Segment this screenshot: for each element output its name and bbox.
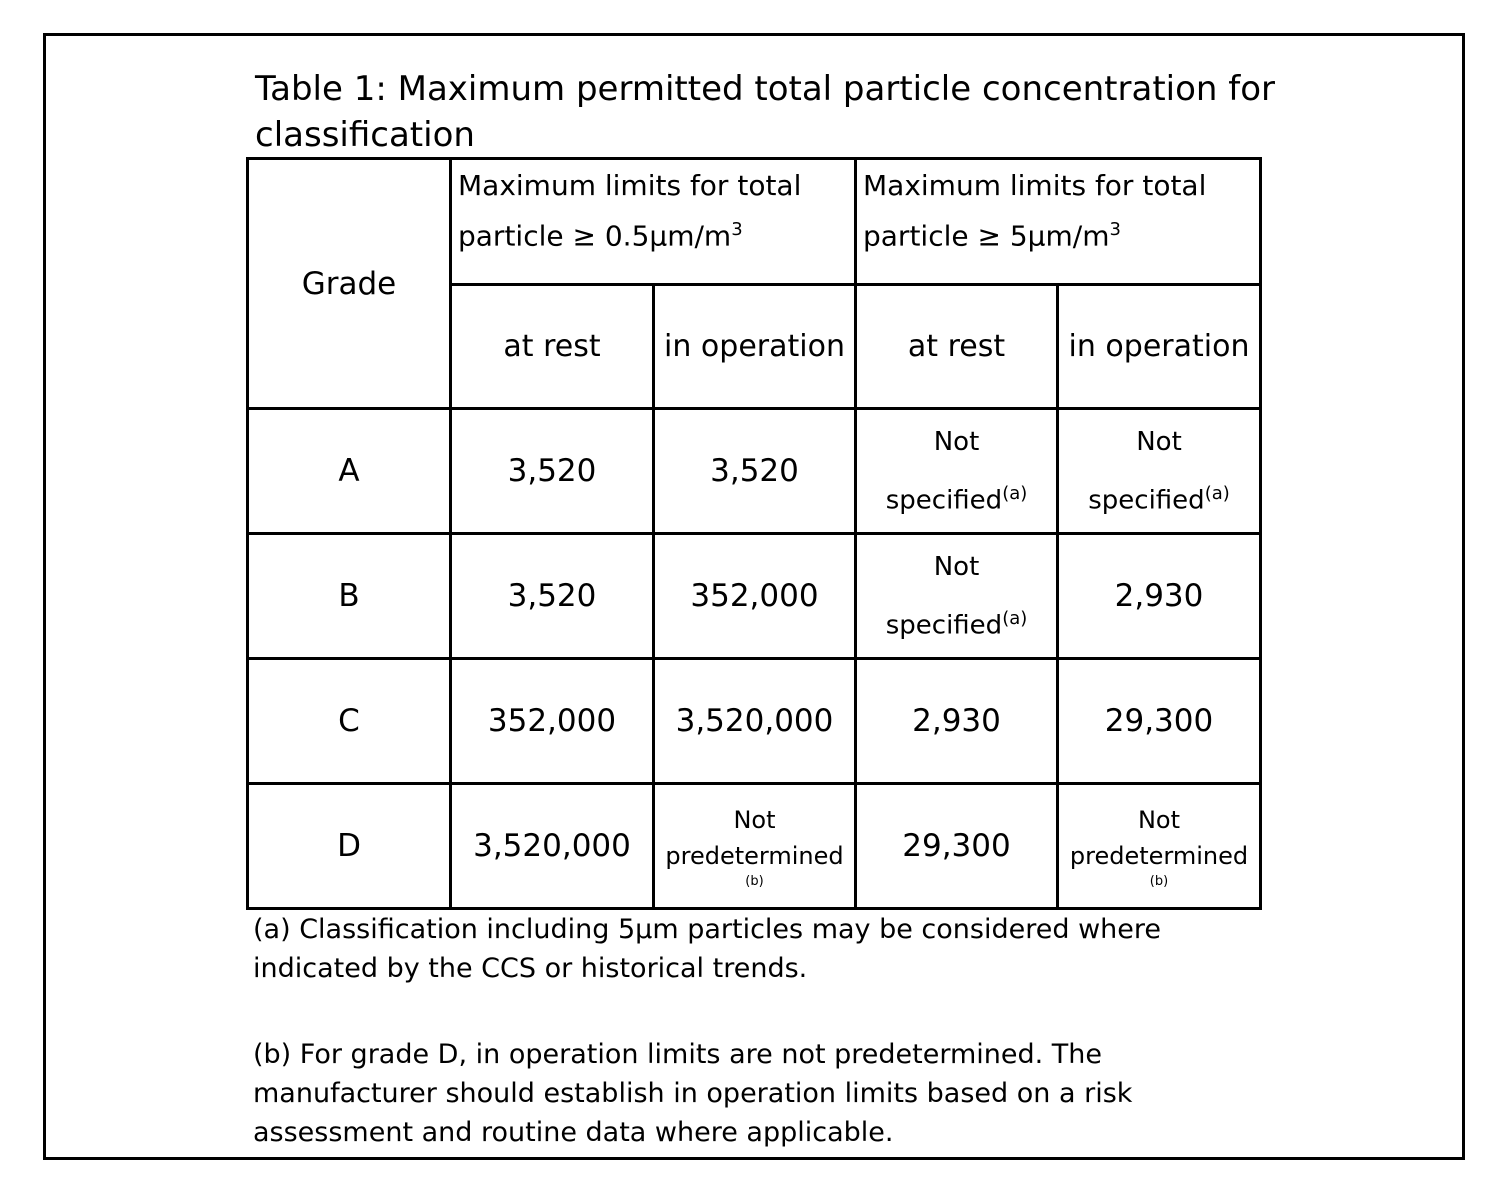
- table-row: C 352,000 3,520,000 2,930 29,300: [246, 657, 1262, 785]
- sub-header: at rest: [449, 283, 655, 410]
- cell-text: Not: [933, 426, 980, 457]
- value-cell: Not specified(a): [854, 532, 1059, 660]
- footnote-b: (b) For grade D, in operation limits are…: [253, 1039, 1133, 1148]
- footnote-ref: (b): [1149, 874, 1169, 889]
- table-row: B 3,520 352,000 Not specified(a) 2,930: [246, 532, 1262, 660]
- cell-text: specified: [885, 485, 1003, 516]
- value-cell: Not specified(a): [1056, 407, 1262, 535]
- grade-cell: B: [246, 532, 452, 660]
- value-cell: 2,930: [854, 657, 1059, 785]
- value-cell: 2,930: [1056, 532, 1262, 660]
- particle-limits-table: Grade Maximum limits for total particle …: [246, 157, 1262, 910]
- value-cell: 3,520: [449, 532, 655, 660]
- table-row: D 3,520,000 Not predetermined (b) 29,300 Not pr…: [246, 782, 1262, 910]
- grade-header: Grade: [246, 157, 452, 410]
- value-cell: 352,000: [652, 532, 857, 660]
- value-cell: Not predetermined (b): [652, 782, 857, 910]
- cell-text: Not: [1137, 806, 1181, 834]
- value-cell: 352,000: [449, 657, 655, 785]
- cell-text: specified: [885, 610, 1003, 641]
- cell-text: Not: [933, 551, 980, 582]
- sub-header: at rest: [854, 283, 1059, 410]
- value-cell: Not specified(a): [854, 407, 1059, 535]
- footnote-a: (a) Classification including 5μm particl…: [253, 914, 1161, 984]
- cell-text: Not: [733, 806, 776, 834]
- table-title: Table 1: Maximum permitted total particl…: [255, 69, 1275, 155]
- cell-text: Not: [1136, 426, 1182, 457]
- value-cell: Not predetermined (b): [1056, 782, 1262, 910]
- cell-text: predetermined: [665, 842, 844, 870]
- footnotes: (a) Classification including 5μm particl…: [253, 910, 1253, 1199]
- sub-header: in operation: [652, 283, 857, 410]
- page-frame: [43, 33, 1465, 1160]
- value-cell: 29,300: [854, 782, 1059, 910]
- grade-cell: A: [246, 407, 452, 535]
- value-cell: 3,520,000: [652, 657, 857, 785]
- footnote-ref: (a): [1002, 607, 1028, 629]
- grade-cell: D: [246, 782, 452, 910]
- value-cell: 3,520,000: [449, 782, 655, 910]
- cell-text: specified: [1088, 485, 1205, 516]
- cell-text: predetermined: [1069, 842, 1249, 870]
- grade-cell: C: [246, 657, 452, 785]
- group-header-0-5um: Maximum limits for total particle ≥ 0.5μ…: [449, 157, 857, 286]
- value-cell: 29,300: [1056, 657, 1262, 785]
- footnote-ref: (a): [1204, 482, 1230, 504]
- footnote-ref: (a): [1002, 482, 1028, 504]
- sub-header: in operation: [1056, 283, 1262, 410]
- table-row: A 3,520 3,520 Not specified(a) Not specified(a…: [246, 407, 1262, 535]
- footnote-ref: (b): [745, 874, 764, 889]
- value-cell: 3,520: [449, 407, 655, 535]
- group-header-5um: Maximum limits for total particle ≥ 5μm/…: [854, 157, 1262, 286]
- value-cell: 3,520: [652, 407, 857, 535]
